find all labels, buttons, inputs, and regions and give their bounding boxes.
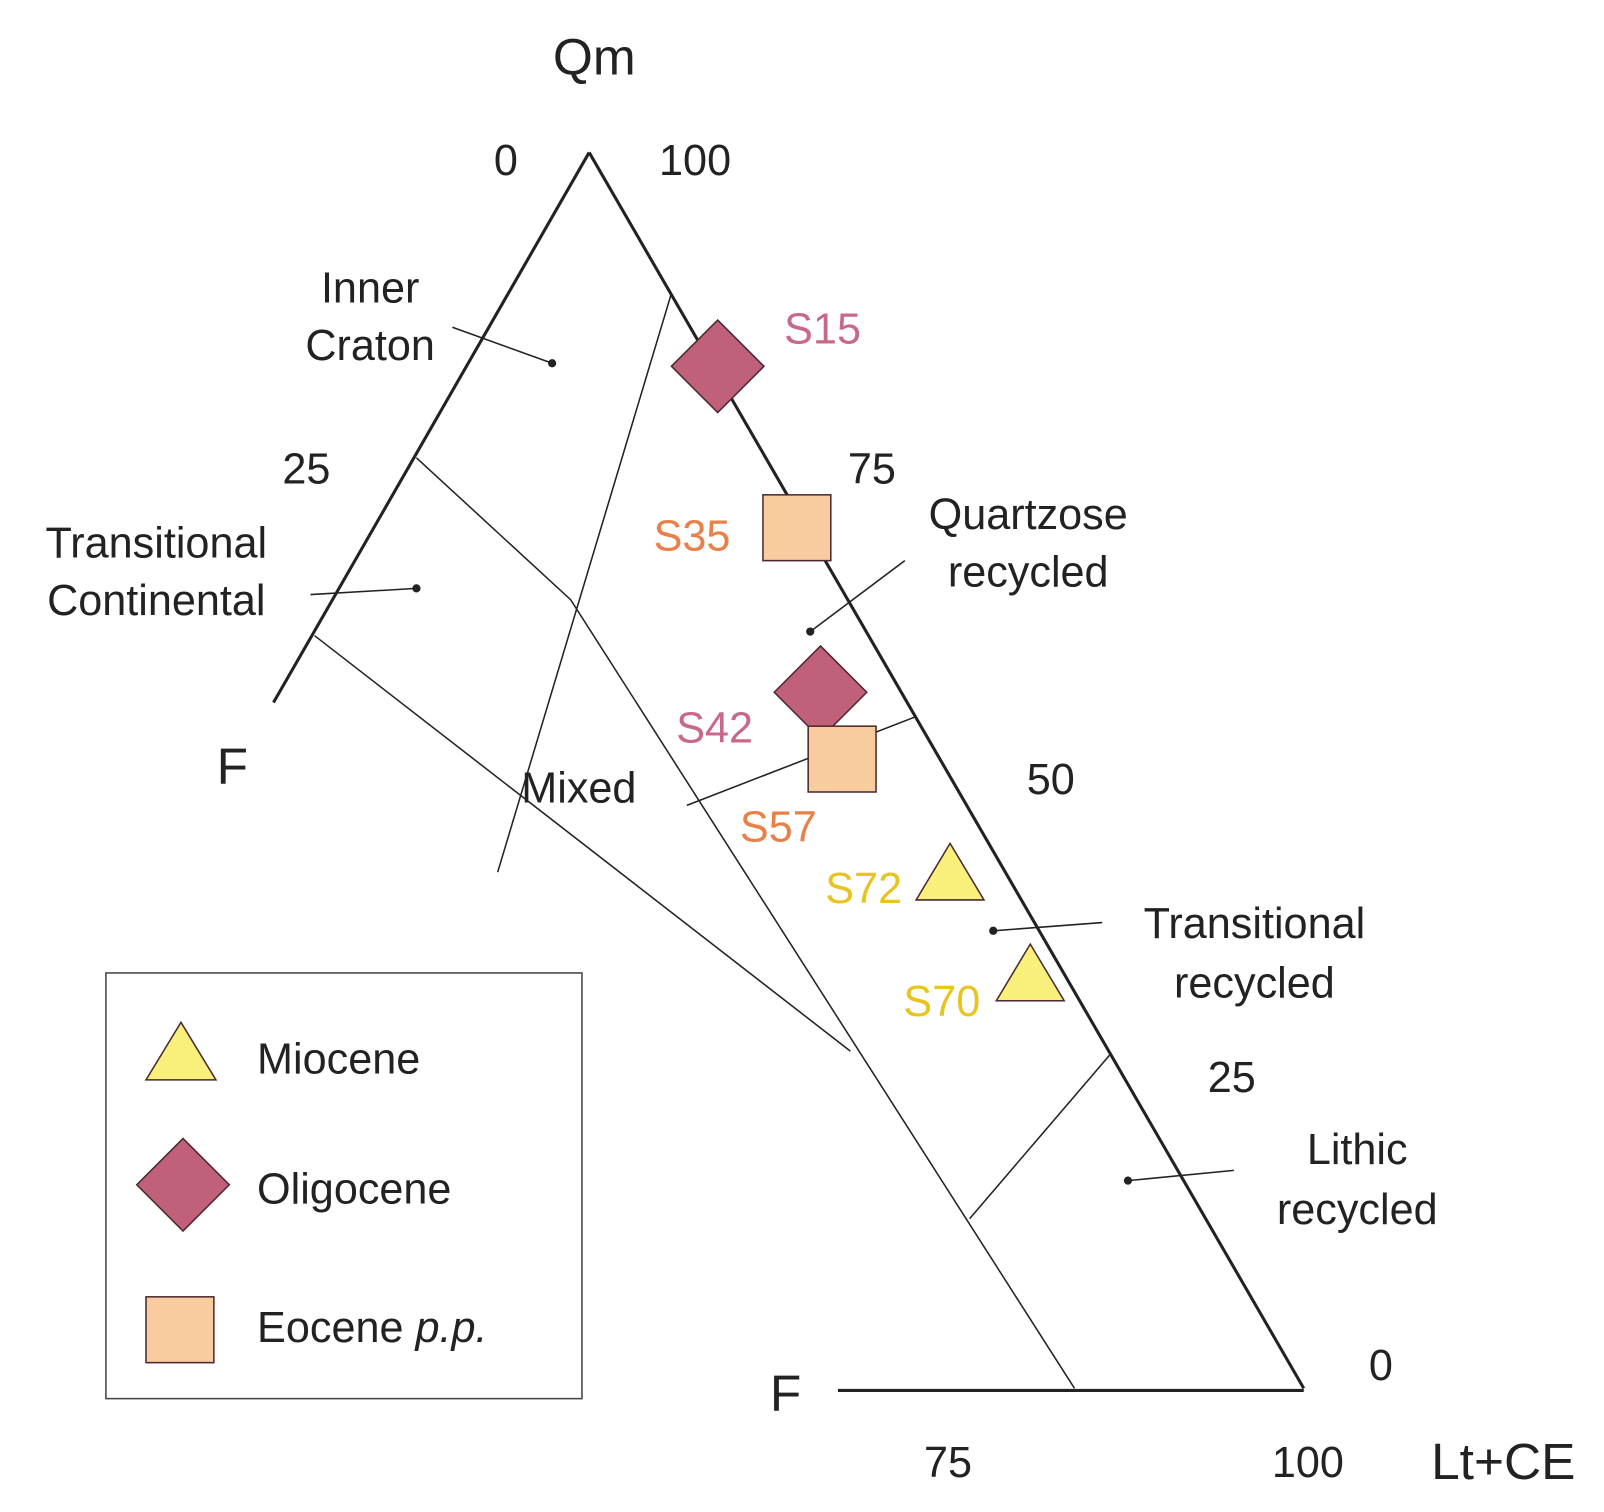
legend-label: Eocene p.p. — [257, 1304, 487, 1352]
field-label: recycled — [1277, 1186, 1438, 1234]
scale-label: 25 — [1208, 1054, 1256, 1102]
legend-label: Miocene — [257, 1036, 420, 1084]
apex-label: F — [217, 737, 248, 795]
sample-label: S57 — [740, 803, 817, 851]
apex-label: Qm — [553, 27, 636, 85]
field-label: Transitional — [46, 520, 268, 568]
field-boundaries — [314, 293, 1112, 1389]
miocene-marker — [914, 841, 986, 901]
leaders — [310, 326, 1234, 1185]
sample-label: S70 — [903, 978, 980, 1026]
legend-label-text: Eocene — [257, 1304, 403, 1352]
eocene-marker — [762, 494, 832, 562]
sample-label: S15 — [784, 306, 861, 354]
scale-label: 50 — [1027, 756, 1075, 804]
scale-label: 75 — [848, 446, 896, 494]
field-label: Quartzose — [929, 491, 1128, 539]
sample-label: S35 — [654, 512, 731, 560]
scale-label: 0 — [1369, 1342, 1393, 1390]
scale-label: 100 — [1272, 1439, 1344, 1487]
sample-label: S42 — [676, 705, 753, 753]
field-label: recycled — [1174, 960, 1335, 1008]
scale-label: 100 — [659, 137, 731, 185]
oligocene-marker — [670, 318, 766, 414]
miocene-marker — [994, 942, 1066, 1002]
apex-label: Lt+CE — [1431, 1432, 1575, 1490]
oligocene-marker — [773, 644, 868, 740]
field-label: Continental — [47, 577, 265, 625]
eocene-marker — [807, 725, 877, 793]
sample-markers — [670, 318, 1066, 1002]
legend-label-italic: p.p. — [413, 1304, 487, 1352]
field-label: recycled — [948, 548, 1109, 596]
field-label: Mixed — [521, 764, 636, 812]
field-label: Inner — [321, 265, 419, 313]
field-label: Lithic — [1307, 1126, 1408, 1174]
field-label: Craton — [305, 322, 435, 370]
scale-label: 75 — [924, 1439, 972, 1487]
apex-label: F — [770, 1364, 801, 1422]
legend: Miocene Oligocene Eocene p.p. — [105, 972, 583, 1400]
scale-label: 0 — [494, 137, 518, 185]
legend-label: Oligocene — [257, 1165, 451, 1213]
sample-label: S72 — [825, 865, 902, 913]
scale-label: 25 — [282, 446, 330, 494]
field-label: Transitional — [1144, 900, 1366, 948]
